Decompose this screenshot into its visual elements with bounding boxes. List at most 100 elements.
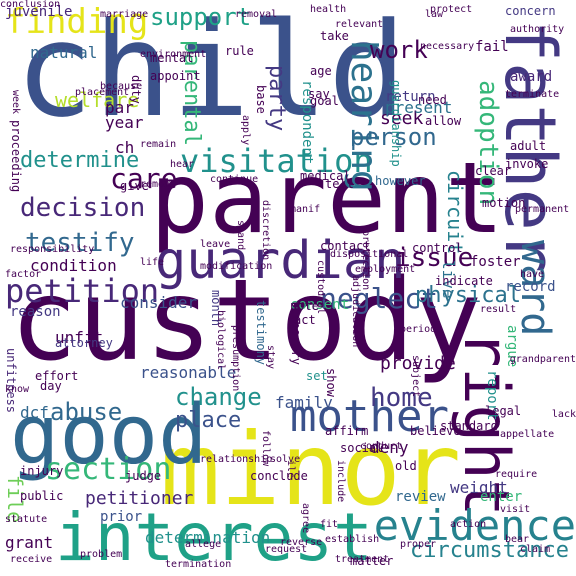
word-remove: remove [140,179,177,190]
word-parent: parent [150,142,505,256]
word-foster: foster [470,254,521,270]
word-weight: weight [450,478,508,497]
word-believe: believe [410,424,461,438]
word-old: old [395,459,417,473]
word-termination: termination [165,559,232,570]
word-petition: petition [5,272,160,310]
word-proper: proper [400,539,437,550]
word-juvenile: juvenile [5,4,73,20]
word-fit: fit [320,519,339,530]
word-neglect: neglect [320,282,439,315]
word-follow: follow [260,430,271,467]
word-home: home [370,383,433,413]
word-adjudication: adjudication [350,275,361,348]
word-dcf: dcf [20,403,49,422]
word-evidence: evidence [373,501,576,550]
word-guardian: guardian [155,231,406,291]
word-provide: provide [380,353,456,374]
word-solve: solve [270,454,301,465]
word-modification: modification [200,261,273,272]
word-enter: enter [480,489,523,505]
word-finding: finding [5,2,149,42]
word-reasonable: reasonable [140,363,237,382]
word-unfit: unfit [55,328,104,347]
word-tell: tell [325,177,354,191]
word-change: change [175,383,262,411]
word-issue: issue [395,243,474,273]
word-physical: physical [415,283,521,308]
word-leave: leave [200,239,231,250]
word-stand: stand [235,220,246,251]
word-return: return [385,89,436,105]
word-child: child [15,0,407,146]
word-manif: manif [290,204,321,215]
word-public: public [20,489,64,503]
word-act: act [294,313,316,327]
word-statute: statute [5,514,48,525]
word-day: day [40,379,62,393]
word-consent: consent [290,297,350,313]
word-record: record [505,279,556,295]
word-week: week [10,90,21,115]
word-consider: consider [120,293,198,312]
word-bear: bear [505,534,530,545]
word-show: show [324,368,338,397]
word-action: action [450,519,487,530]
word-section: section [45,452,172,487]
word-mental: mental [150,51,194,65]
word-control: control [412,241,463,255]
word-reason: reason [10,304,61,320]
word-family: family [275,393,333,412]
word-welfare: welfare [55,88,140,112]
word-presumption: presumption [230,325,241,392]
word-protection: protection [360,230,371,291]
word-care: care [110,162,178,195]
word-judge: judge [125,469,162,483]
word-effort: effort [35,369,79,383]
word-matter: matter [350,554,394,568]
word-appoint: appoint [150,69,201,83]
word-placement: placement [75,87,130,98]
word-have: have [520,269,545,280]
word-dispositional: dispositional [330,249,409,260]
word-say: say [308,87,330,101]
word-grandparent: grandparent [509,354,576,365]
word-seek: seek [380,108,424,129]
word-lack: lack [551,409,576,420]
word-clear: clear [475,164,512,178]
word-visitation: visitation [180,142,373,180]
word-take: take [320,29,349,43]
word-marriage: marriage [100,9,149,20]
word-terminate: terminate [505,89,560,100]
word-circumstance: circumstance [410,538,569,563]
word-fail: fail [475,39,509,55]
word-medical: medical [300,169,351,183]
word-adult: adult [510,139,547,153]
word-request: request [265,544,308,555]
word-conclude: conclude [250,469,308,483]
word-goal: goal [310,94,339,108]
word-period: period [400,324,437,335]
word-prior: prior [100,509,143,525]
word-stay: stay [265,345,276,370]
word-support: support [150,3,252,31]
word-invoke: invoke [505,157,549,171]
word-natural: natural [30,43,98,62]
word-appellate: appellate [500,429,555,440]
word-environment: environment [140,49,207,60]
word-discretion: discretion [260,200,271,261]
word-give: give [120,179,149,193]
word-because: because [100,81,143,92]
word-determination: determination [145,528,271,547]
word-set: set [306,369,328,383]
word-petitioner: petitioner [85,488,194,509]
word-continue: continue [210,174,259,185]
word-know: know [5,384,30,395]
word-custody: custody [10,256,483,386]
word-authority: authority [510,24,565,35]
word-good: good [10,388,208,483]
word-apply: apply [240,115,251,146]
word-protect: protect [430,4,473,15]
word-biological: biological [215,310,226,371]
